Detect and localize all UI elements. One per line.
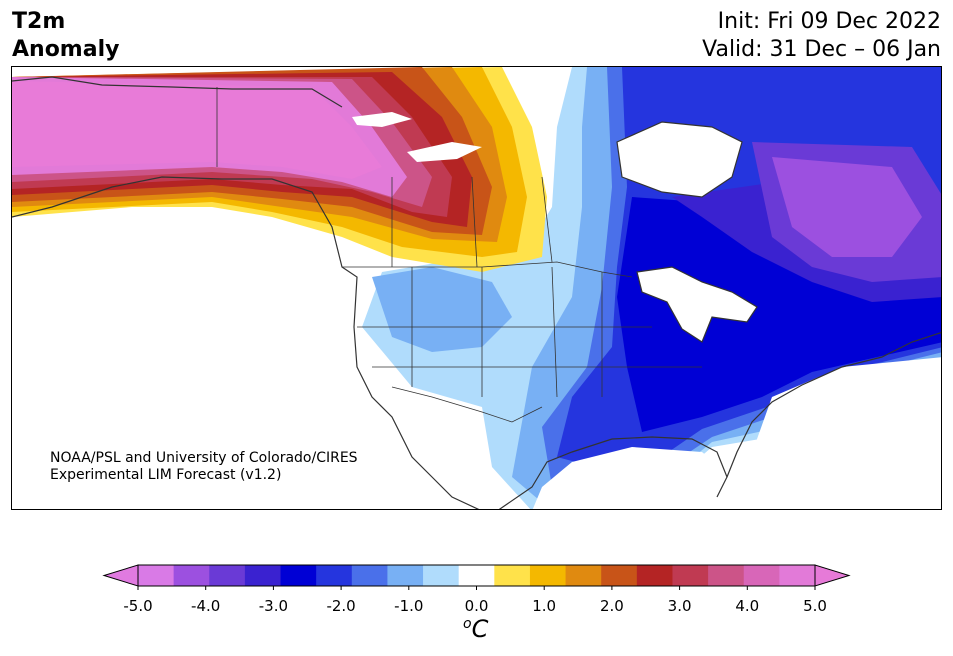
colorbar-swatch	[244, 565, 282, 586]
colorbar-tick-label: -4.0	[191, 597, 221, 615]
colorbar-tick-label: 1.0	[532, 597, 557, 615]
colorbar-swatch	[601, 565, 638, 586]
colorbar-tick-label: -3.0	[258, 597, 289, 615]
colorbar-tick-label: 5.0	[803, 597, 827, 615]
map-title: T2m Anomaly	[12, 8, 119, 64]
coastlines	[12, 76, 941, 509]
data-credit: NOAA/PSL and University of Colorado/CIRE…	[50, 450, 358, 484]
colorbar-tick-label: 3.0	[667, 597, 692, 615]
colorbar-swatch	[743, 565, 780, 586]
anomaly-cool-8	[772, 157, 922, 257]
anomaly-warm-max	[12, 81, 382, 179]
colorbar-max-extend	[814, 564, 851, 587]
map-canvas	[12, 67, 941, 509]
colorbar-swatch	[672, 565, 709, 586]
colorbar-tick-label: 0.0	[464, 597, 489, 615]
colorbar-tick-label: -2.0	[326, 597, 356, 615]
colorbar-min-extend	[102, 564, 139, 587]
credit-product: Experimental LIM Forecast (v1.2)	[50, 467, 282, 483]
credit-org: NOAA/PSL and University of Colorado/CIRE…	[50, 450, 358, 466]
colorbar-swatch	[316, 565, 353, 586]
political-borders	[216, 87, 702, 423]
great-bear-lake	[352, 112, 412, 127]
colorbar-swatch	[387, 565, 424, 586]
colorbar-swatch	[529, 565, 567, 586]
anomaly-cool-west	[372, 267, 512, 352]
init-date: Init: Fri 09 Dec 2022	[717, 9, 941, 34]
colorbar-swatch	[458, 565, 495, 586]
colorbar-tick-label: -1.0	[394, 597, 424, 615]
anomaly-map: NOAA/PSL and University of Colorado/CIRE…	[11, 66, 942, 510]
forecast-dates: Init: Fri 09 Dec 2022 Valid: 31 Dec – 06…	[702, 8, 941, 64]
colorbar-swatch	[423, 565, 460, 586]
valid-period: Valid: 31 Dec – 06 Jan	[702, 37, 941, 62]
colorbar-tick-label: 2.0	[599, 597, 624, 615]
colorbar-swatch	[173, 565, 210, 586]
colorbar-swatch	[280, 565, 317, 586]
colorbar-swatch	[779, 565, 816, 586]
gulf-of-mexico	[532, 447, 732, 509]
colorbar-swatch	[565, 565, 602, 586]
great-lakes	[637, 267, 757, 342]
hudson-bay	[617, 122, 742, 197]
colorbar-swatch	[494, 565, 531, 586]
colorbar-swatch	[138, 565, 175, 586]
colorbar-swatch	[636, 565, 673, 586]
pacific-ocean	[12, 212, 470, 509]
colorbar-unit: oC	[463, 615, 489, 643]
colorbar-swatch	[209, 565, 246, 586]
colorbar-tick-label: -5.0	[123, 597, 153, 615]
colorbar-swatch	[351, 565, 388, 586]
colorbar-swatch	[708, 565, 745, 586]
anomaly-label: Anomaly	[12, 37, 120, 62]
great-slave-lake	[407, 142, 482, 162]
variable-label: T2m	[12, 9, 66, 34]
colorbar-tick-label: 4.0	[735, 597, 760, 615]
